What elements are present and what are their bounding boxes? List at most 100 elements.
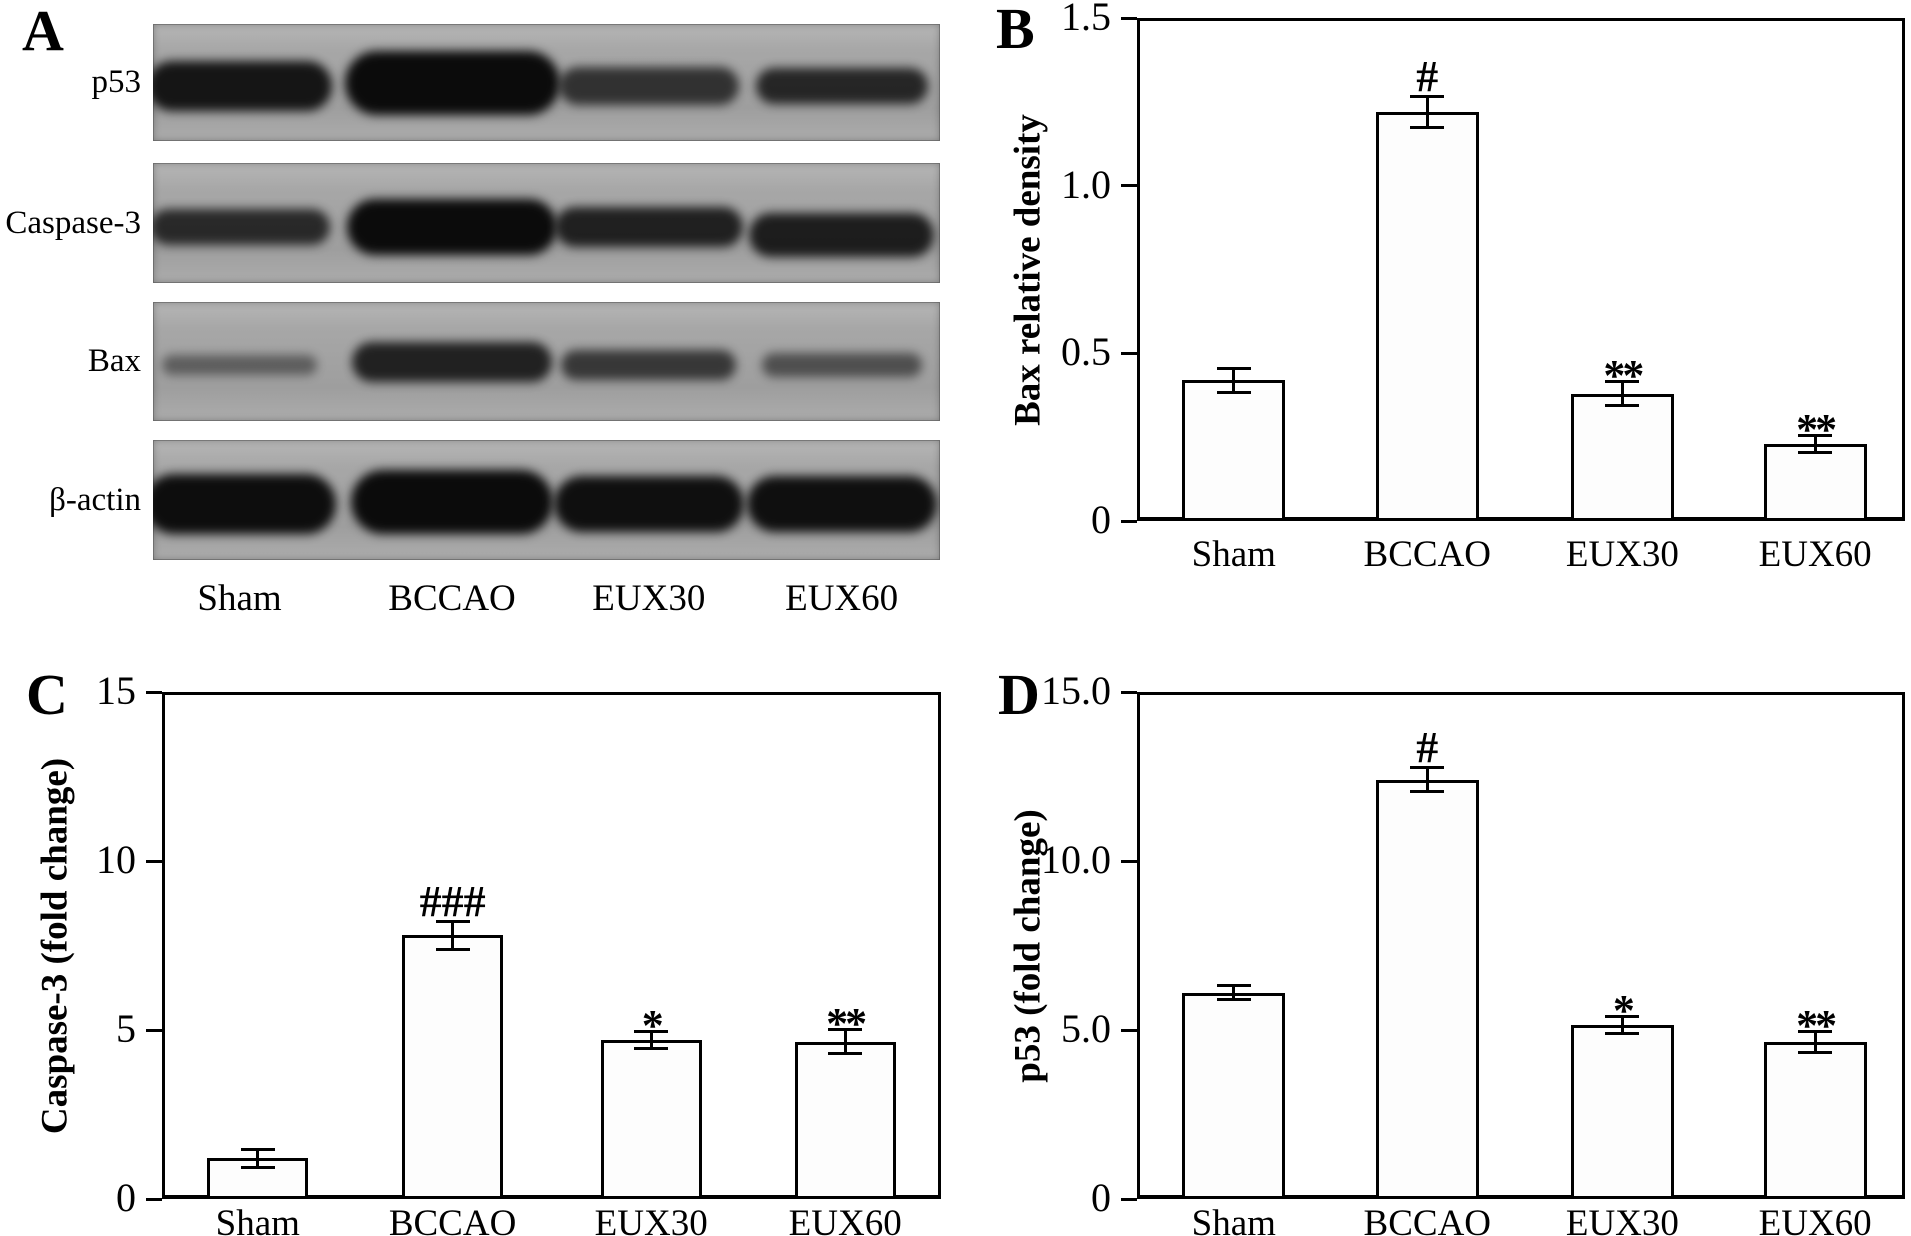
- x-label-b-bccao: BCCAO: [1363, 534, 1492, 575]
- panel-a-letter: A: [22, 0, 64, 63]
- y-tick-label-d-5.0: 5.0: [1061, 1006, 1111, 1051]
- y-tick-c-15: [146, 690, 162, 694]
- x-label-d-sham: Sham: [1191, 1203, 1276, 1236]
- blot-band-sham: [162, 355, 318, 376]
- y-tick-c-5: [146, 1028, 162, 1032]
- blot-lane-label-eux30: EUX30: [592, 578, 706, 619]
- error-bar-bccao: [1410, 95, 1445, 129]
- error-bar-eux60: [1798, 1030, 1833, 1054]
- x-label-d-eux30: EUX30: [1565, 1203, 1679, 1236]
- significance-marker-eux60: **: [826, 999, 867, 1049]
- significance-marker-bccao: #: [1416, 52, 1439, 102]
- significance-marker-eux60: **: [1796, 404, 1837, 454]
- x-label-c-sham: Sham: [215, 1203, 300, 1236]
- error-bar-line: [1620, 380, 1624, 407]
- blot-band-eux60: [746, 475, 937, 532]
- error-bar-line: [649, 1030, 653, 1051]
- x-label-c-bccao: BCCAO: [388, 1203, 517, 1236]
- blot-band-eux30: [554, 206, 743, 247]
- error-bar-sham: [240, 1148, 275, 1169]
- error-bar-line: [1620, 1014, 1624, 1036]
- blot-protein-label-caspase-3: Caspase-3: [5, 204, 141, 241]
- error-bar-eux60: [828, 1028, 863, 1056]
- error-bar-cap-top: [1216, 984, 1251, 988]
- error-bar-sham: [1216, 366, 1251, 394]
- bar-bccao: [402, 935, 504, 1199]
- bar-eux30: [1570, 393, 1674, 521]
- error-bar-cap-top: [1798, 1030, 1833, 1033]
- error-bar-cap-top: [828, 1028, 863, 1032]
- bar-eux60: [1763, 443, 1867, 521]
- y-tick-b-0: [1121, 519, 1137, 523]
- x-label-c-eux30: EUX30: [594, 1203, 708, 1236]
- error-bar-eux30: [634, 1030, 669, 1051]
- blot-band-sham: [153, 208, 330, 245]
- error-bar-cap-bottom: [1605, 403, 1640, 407]
- bar-sham: [1182, 992, 1286, 1199]
- significance-marker-bccao: ###: [419, 877, 486, 927]
- bar-eux30: [1570, 1024, 1674, 1199]
- bar-eux30: [600, 1040, 702, 1199]
- blot-lane-label-sham: Sham: [197, 578, 282, 619]
- error-bar-line: [1813, 433, 1817, 454]
- error-bar-cap-bottom: [1410, 125, 1445, 129]
- x-label-d-eux60: EUX60: [1758, 1203, 1872, 1236]
- blot-protein-label-bax: Bax: [87, 343, 141, 379]
- bar-eux60: [794, 1041, 896, 1199]
- error-bar-cap-top: [1410, 95, 1445, 99]
- y-tick-d-0: [1121, 1197, 1137, 1201]
- bar-bccao: [1375, 111, 1479, 521]
- significance-marker-eux30: **: [1603, 351, 1644, 401]
- y-tick-label-d-10.0: 10.0: [1041, 837, 1111, 882]
- y-tick-d-10.0: [1121, 859, 1137, 863]
- y-tick-label-c-5: 5: [116, 1006, 136, 1051]
- bar-bccao: [1375, 779, 1479, 1199]
- significance-marker-eux30: *: [641, 1001, 664, 1050]
- blot-strip-1: [153, 24, 940, 141]
- y-tick-label-b-0: 0: [1091, 497, 1111, 542]
- error-bar-line: [451, 920, 455, 951]
- error-bar-cap-top: [1798, 433, 1833, 437]
- error-bar-cap-top: [634, 1030, 669, 1033]
- blot-band-sham: [153, 61, 333, 111]
- error-bar-cap-bottom: [240, 1165, 275, 1169]
- blot-band-eux30: [561, 350, 737, 381]
- error-bar-line: [1232, 984, 1236, 1002]
- error-bar-eux30: [1605, 1014, 1640, 1036]
- error-bar-bccao: [1410, 766, 1445, 794]
- y-tick-label-b-1.0: 1.0: [1061, 161, 1111, 207]
- error-bar-cap-top: [240, 1148, 275, 1152]
- error-bar-cap-top: [1605, 1014, 1640, 1018]
- significance-marker-eux30: *: [1612, 985, 1635, 1035]
- blot-band-eux60: [749, 212, 935, 257]
- blot-band-sham: [153, 473, 336, 534]
- error-bar-cap-bottom: [1216, 390, 1251, 394]
- error-bar-cap-top: [1216, 366, 1251, 370]
- y-tick-label-b-0.5: 0.5: [1061, 329, 1111, 375]
- blot-band-bccao: [351, 469, 554, 534]
- significance-marker-eux60: **: [1796, 1001, 1837, 1050]
- x-label-c-eux60: EUX60: [788, 1203, 902, 1236]
- y-tick-label-c-15: 15: [96, 668, 136, 713]
- x-label-d-bccao: BCCAO: [1363, 1203, 1492, 1236]
- y-tick-b-1.5: [1121, 16, 1137, 20]
- blot-lane-label-eux60: EUX60: [785, 578, 899, 619]
- panel-d-letter: D: [998, 662, 1040, 727]
- panel-b-letter: B: [996, 0, 1035, 61]
- y-tick-label-d-15.0: 15.0: [1041, 668, 1111, 713]
- error-bar-cap-bottom: [1410, 790, 1445, 794]
- y-tick-c-10: [146, 859, 162, 863]
- error-bar-eux30: [1605, 380, 1640, 407]
- blot-band-eux60: [755, 68, 928, 104]
- blot-band-eux30: [558, 67, 739, 105]
- significance-marker-bccao: #: [1416, 723, 1439, 773]
- x-label-b-eux30: EUX30: [1565, 534, 1679, 575]
- blot-protein-label--actin: β-actin: [49, 481, 141, 518]
- error-bar-cap-bottom: [435, 947, 470, 951]
- y-tick-label-c-10: 10: [96, 837, 136, 882]
- error-bar-cap-bottom: [634, 1047, 669, 1051]
- error-bar-cap-bottom: [1798, 450, 1833, 454]
- y-tick-b-0.5: [1121, 351, 1137, 355]
- y-tick-label-d-0: 0: [1091, 1175, 1111, 1220]
